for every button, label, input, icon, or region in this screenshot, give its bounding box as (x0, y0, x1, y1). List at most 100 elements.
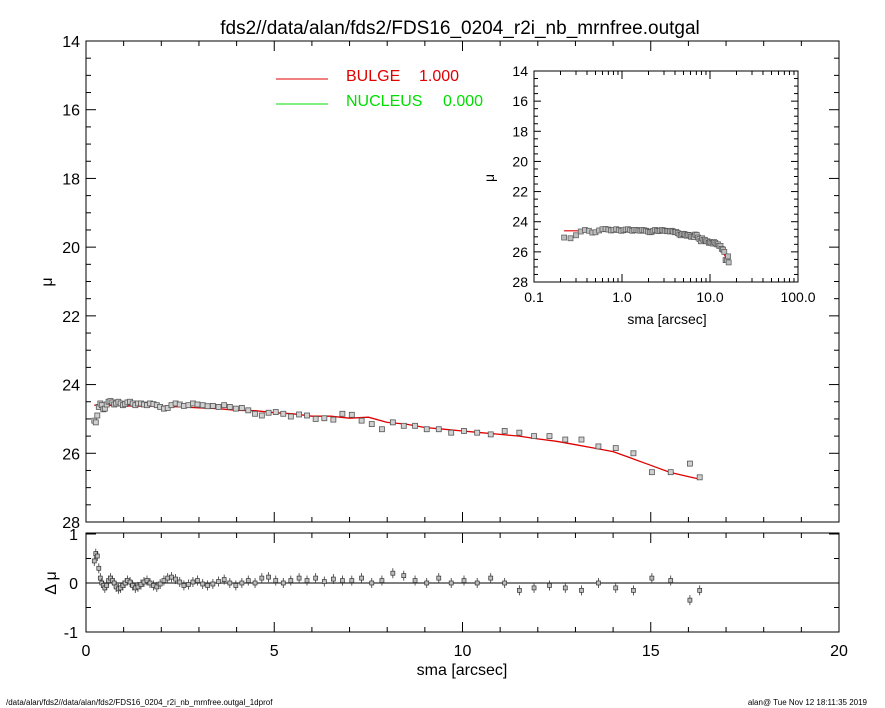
inset-y-tick-label: 14 (512, 63, 528, 79)
residual-point (304, 578, 310, 583)
residual-point (259, 575, 265, 581)
residual-point (252, 580, 258, 586)
inset-data-point (725, 259, 732, 266)
residual-point (631, 587, 636, 593)
inset-data-point (561, 234, 567, 241)
footer-file-path: /data/alan/fds2//data/alan/fds2/FDS16_02… (6, 698, 273, 707)
residual-point (379, 578, 385, 583)
residual-point (296, 575, 302, 581)
residual-point (195, 578, 200, 583)
legend: BULGE 1.000 NUCLEUS 0.000 (276, 68, 483, 110)
data-point (252, 410, 258, 417)
residual-point (104, 583, 110, 588)
residual-point (273, 578, 279, 583)
residual-panel: 10-10 5 10 15 20 Δ μ sma [arcsec] (43, 527, 848, 679)
residual-point (169, 574, 174, 580)
residual-point (502, 580, 508, 586)
residual-x-tick-label: 15 (642, 643, 660, 660)
residual-x-tick-label: 0 (82, 643, 91, 660)
residual-point (331, 576, 336, 582)
data-point (199, 402, 206, 409)
data-point (92, 419, 99, 426)
residual-point (144, 578, 150, 583)
residual-point (461, 578, 467, 583)
inset-y-tick-label: 22 (512, 184, 528, 200)
data-point (272, 409, 279, 415)
inset-y-tick-label: 18 (512, 123, 528, 139)
inset-data-point (721, 249, 728, 255)
residual-point (613, 585, 619, 591)
data-point (226, 404, 233, 410)
legend-value-bulge: 1.000 (419, 68, 459, 85)
residual-point (562, 585, 568, 591)
residual-point (186, 582, 191, 587)
main-y-tick-label: 24 (62, 378, 80, 395)
residual-point (227, 580, 233, 586)
residual-point (531, 585, 537, 591)
residual-x-tick-label: 20 (830, 643, 848, 660)
data-point (667, 469, 674, 476)
footer-timestamp: alan@ Tue Nov 12 18:11:35 2019 (747, 698, 867, 707)
residual-point (579, 587, 584, 593)
residual-x-tick-label: 10 (454, 643, 472, 660)
main-y-tick-label: 28 (62, 515, 80, 532)
data-point (94, 412, 101, 419)
data-point (348, 411, 355, 418)
residual-x-axis-label: sma [arcsec] (417, 662, 508, 679)
residual-point (340, 578, 345, 583)
data-point (245, 407, 252, 414)
residual-y-tick-label: -1 (64, 625, 78, 642)
inset-data-point (725, 253, 731, 260)
data-point (531, 433, 537, 440)
residual-point (97, 575, 103, 581)
data-point (400, 422, 407, 429)
residual-point (205, 583, 210, 588)
main-y-axis-label: μ (39, 277, 56, 286)
residual-data-points (91, 548, 703, 606)
data-point (562, 436, 569, 443)
residual-point (436, 575, 442, 581)
residual-axes: 10-10 5 10 15 20 (64, 527, 848, 660)
residual-point (280, 580, 286, 586)
inset-y-tick-label: 16 (512, 93, 528, 109)
main-y-tick-label: 22 (62, 309, 80, 326)
main-data-points (91, 398, 703, 481)
inset-y-tick-label: 28 (512, 274, 528, 290)
data-point (339, 410, 346, 417)
data-point (215, 404, 222, 410)
legend-label-nucleus: NUCLEUS (346, 93, 422, 110)
residual-x-tick-label: 5 (270, 643, 279, 660)
inset-data-points (561, 226, 732, 266)
inset-y-tick-label: 20 (512, 153, 528, 169)
residual-point (239, 580, 245, 586)
data-point (474, 429, 481, 436)
main-y-tick-label: 16 (62, 103, 80, 120)
main-axes: 14 16 18 20 22 24 26 28 (62, 34, 840, 532)
data-point (204, 403, 211, 410)
legend-label-bulge: BULGE (346, 68, 400, 85)
data-point (448, 429, 455, 436)
data-point (258, 412, 265, 419)
main-y-tick-label: 20 (62, 240, 80, 257)
residual-point (135, 584, 141, 590)
data-point (595, 443, 602, 450)
data-point (648, 469, 655, 476)
residual-point (173, 576, 178, 582)
residual-point (181, 583, 187, 588)
chart-title: fds2//data/alan/fds2/FDS16_0204_r2i_nb_m… (220, 18, 700, 39)
residual-point (390, 570, 396, 576)
residual-point (190, 579, 196, 585)
residual-point (127, 579, 133, 585)
inset-background (533, 70, 799, 283)
data-point (296, 411, 302, 418)
data-point (487, 431, 494, 438)
main-y-tick-label: 18 (62, 171, 80, 188)
data-point (612, 445, 619, 452)
residual-point (165, 575, 171, 581)
residual-point (359, 575, 364, 581)
data-point (412, 422, 418, 429)
residual-point (488, 575, 494, 581)
inset-x-tick-label: 10.0 (696, 289, 723, 305)
residual-point (401, 573, 407, 579)
residual-point (216, 579, 221, 584)
